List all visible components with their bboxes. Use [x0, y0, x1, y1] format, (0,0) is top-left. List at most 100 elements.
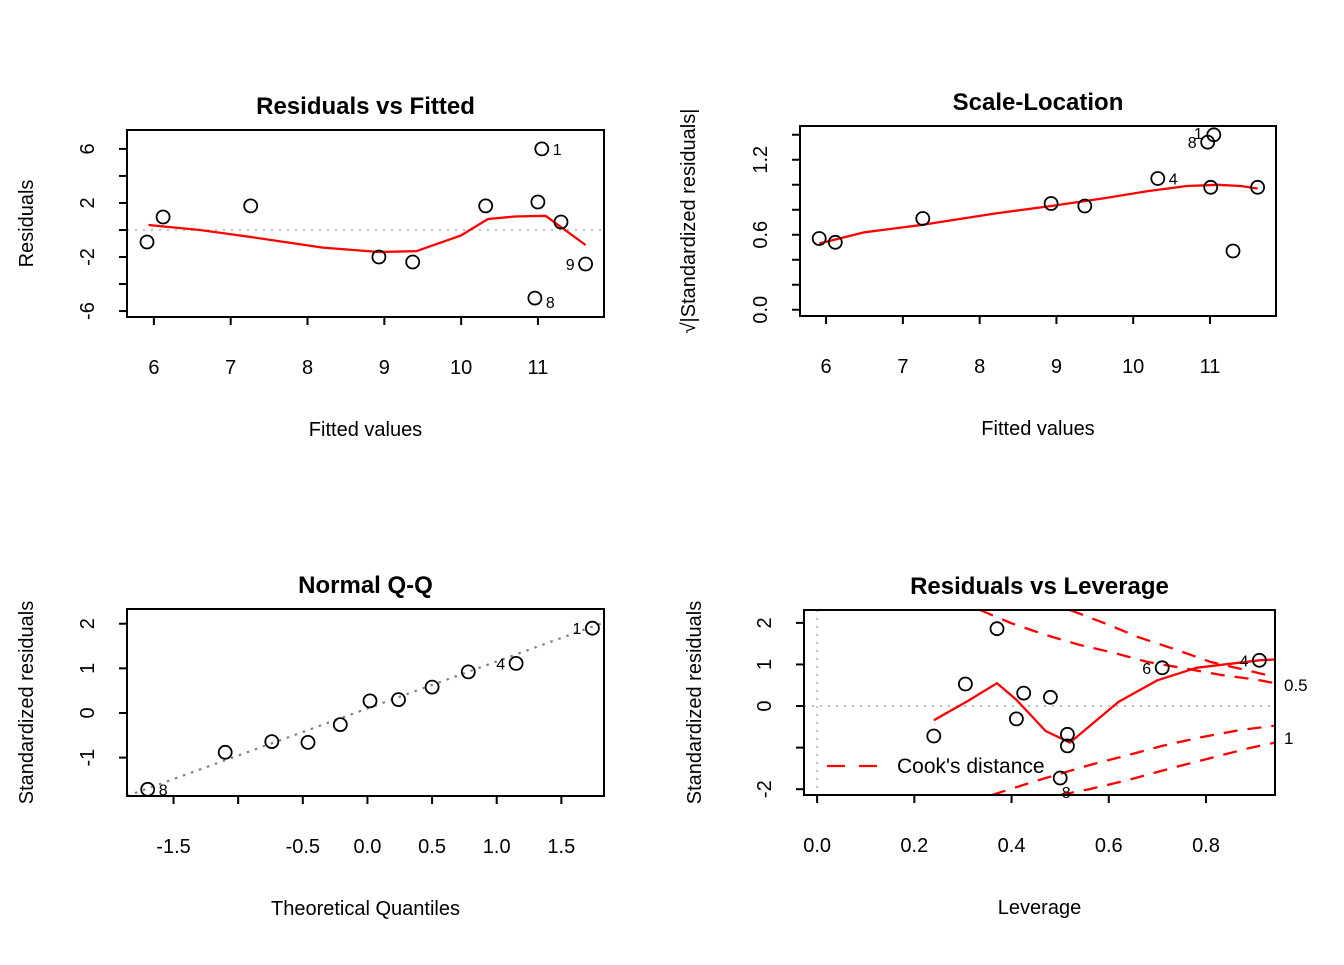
data-point — [1252, 652, 1267, 668]
cooks-contour-lower-05 — [991, 724, 1276, 797]
data-point — [405, 254, 421, 270]
data-point — [332, 717, 348, 732]
x-tick-label: 0.0 — [354, 836, 382, 858]
x-tick-label: -1.5 — [156, 836, 190, 858]
point-id-label: 4 — [1169, 172, 1178, 189]
x-axis-label: Theoretical Quantiles — [271, 898, 460, 920]
point-id-label: 4 — [496, 656, 505, 673]
x-tick-label: 6 — [821, 356, 832, 378]
x-tick-label: 0.2 — [900, 835, 928, 857]
data-point — [424, 679, 440, 695]
normal-qq-panel: 8 4 1 -1.5 -0.5 0.0 0.5 1.0 1.5 -1 0 1 2 Normal Q-Q Th… — [16, 572, 605, 920]
y-axis-label: Residuals — [16, 180, 38, 268]
x-tick-label: 6 — [148, 357, 159, 379]
x-tick-label: 0.8 — [1192, 835, 1220, 857]
plot-box — [803, 609, 1276, 796]
data-point — [217, 744, 233, 760]
x-tick-label: -0.5 — [286, 836, 320, 858]
plot-box — [126, 129, 605, 318]
panel-title: Scale-Location — [953, 89, 1124, 116]
residuals-vs-leverage-panel: 8 6 4 0.0 0.2 0.4 0.6 0.8 -2 0 1 2 Residuals vs Leve… — [684, 573, 1308, 919]
x-tick-label: 1.5 — [547, 836, 575, 858]
y-tick-label: 1 — [754, 659, 776, 670]
x-tick-label: 0.6 — [1095, 835, 1123, 857]
loess-smoother — [818, 183, 1258, 245]
data-point — [1154, 660, 1170, 676]
cooks-contour-upper-05 — [979, 608, 1276, 685]
cooks-level-label-1: 1 — [1284, 729, 1293, 748]
data-point — [1043, 689, 1058, 705]
x-tick-label: 9 — [379, 357, 390, 379]
y-axis-label: Standardized residuals — [684, 601, 706, 804]
data-point — [958, 676, 973, 692]
data-point — [534, 141, 550, 157]
data-point — [553, 214, 569, 230]
x-tick-label: 0.4 — [998, 835, 1026, 857]
point-id-label: 9 — [566, 257, 575, 274]
y-tick-label: 1 — [77, 663, 99, 674]
point-id-label: 8 — [1188, 135, 1197, 152]
y-tick-label: 2 — [77, 618, 99, 629]
data-point — [527, 290, 543, 306]
y-axis-label: √|Standardized residuals| — [678, 109, 700, 334]
residuals-vs-fitted-panel: 1 9 8 6 7 8 9 10 11 -6 -2 2 6 Residuals vs Fitted Fitt… — [16, 93, 605, 441]
data-point — [1150, 171, 1166, 186]
y-tick-label: 1.2 — [750, 146, 772, 174]
panel-title: Residuals vs Fitted — [256, 93, 475, 120]
data-point — [264, 734, 280, 749]
cooks-contour-upper-1 — [1069, 608, 1276, 679]
cooks-distance-legend: Cook's distance — [827, 755, 1045, 778]
data-point — [460, 664, 476, 680]
data-point — [391, 692, 406, 707]
x-tick-label: 1.0 — [483, 836, 511, 858]
data-point — [926, 728, 942, 744]
y-tick-label: 0.6 — [750, 221, 772, 249]
x-axis-label: Fitted values — [981, 418, 1094, 440]
data-point — [371, 249, 387, 265]
data-point — [1009, 711, 1024, 727]
data-point — [300, 735, 316, 750]
x-tick-label: 0.0 — [803, 835, 831, 857]
x-tick-label: 11 — [1200, 356, 1221, 378]
y-axis-label: Standardized residuals — [16, 601, 38, 804]
y-tick-label: 0 — [754, 700, 776, 711]
y-tick-label: 2 — [77, 197, 99, 208]
data-point — [1060, 726, 1075, 742]
data-point — [1225, 243, 1241, 259]
y-tick-label: 2 — [754, 617, 776, 628]
cooks-level-label-05: 0.5 — [1284, 676, 1308, 695]
y-tick-label: -2 — [754, 780, 776, 798]
legend-label: Cook's distance — [897, 755, 1045, 778]
point-id-label: 8 — [159, 782, 168, 799]
data-point — [811, 231, 827, 246]
data-point — [530, 194, 546, 210]
panel-title: Residuals vs Leverage — [910, 573, 1169, 600]
y-tick-label: -2 — [77, 248, 99, 266]
x-axis-label: Fitted values — [309, 419, 422, 441]
x-tick-label: 10 — [1122, 356, 1144, 378]
data-point — [243, 198, 259, 214]
loess-smoother — [148, 214, 587, 254]
x-tick-label: 8 — [302, 357, 313, 379]
y-tick-label: 0 — [77, 707, 99, 718]
data-point — [1203, 179, 1219, 195]
plot-box — [126, 608, 605, 797]
loess-smoother — [933, 658, 1275, 744]
point-id-label: 6 — [1142, 661, 1151, 678]
plot-box — [799, 125, 1277, 317]
y-tick-label: -6 — [77, 302, 99, 320]
data-point — [827, 234, 843, 250]
x-tick-label: 10 — [450, 357, 472, 379]
point-id-label: 8 — [546, 295, 555, 312]
cooks-contour-lower-1 — [1059, 741, 1276, 797]
data-point — [139, 234, 155, 250]
panel-title: Normal Q-Q — [298, 572, 433, 599]
data-point — [1052, 770, 1068, 786]
data-point — [578, 256, 593, 272]
x-tick-label: 11 — [528, 357, 549, 379]
x-tick-label: 7 — [225, 357, 236, 379]
